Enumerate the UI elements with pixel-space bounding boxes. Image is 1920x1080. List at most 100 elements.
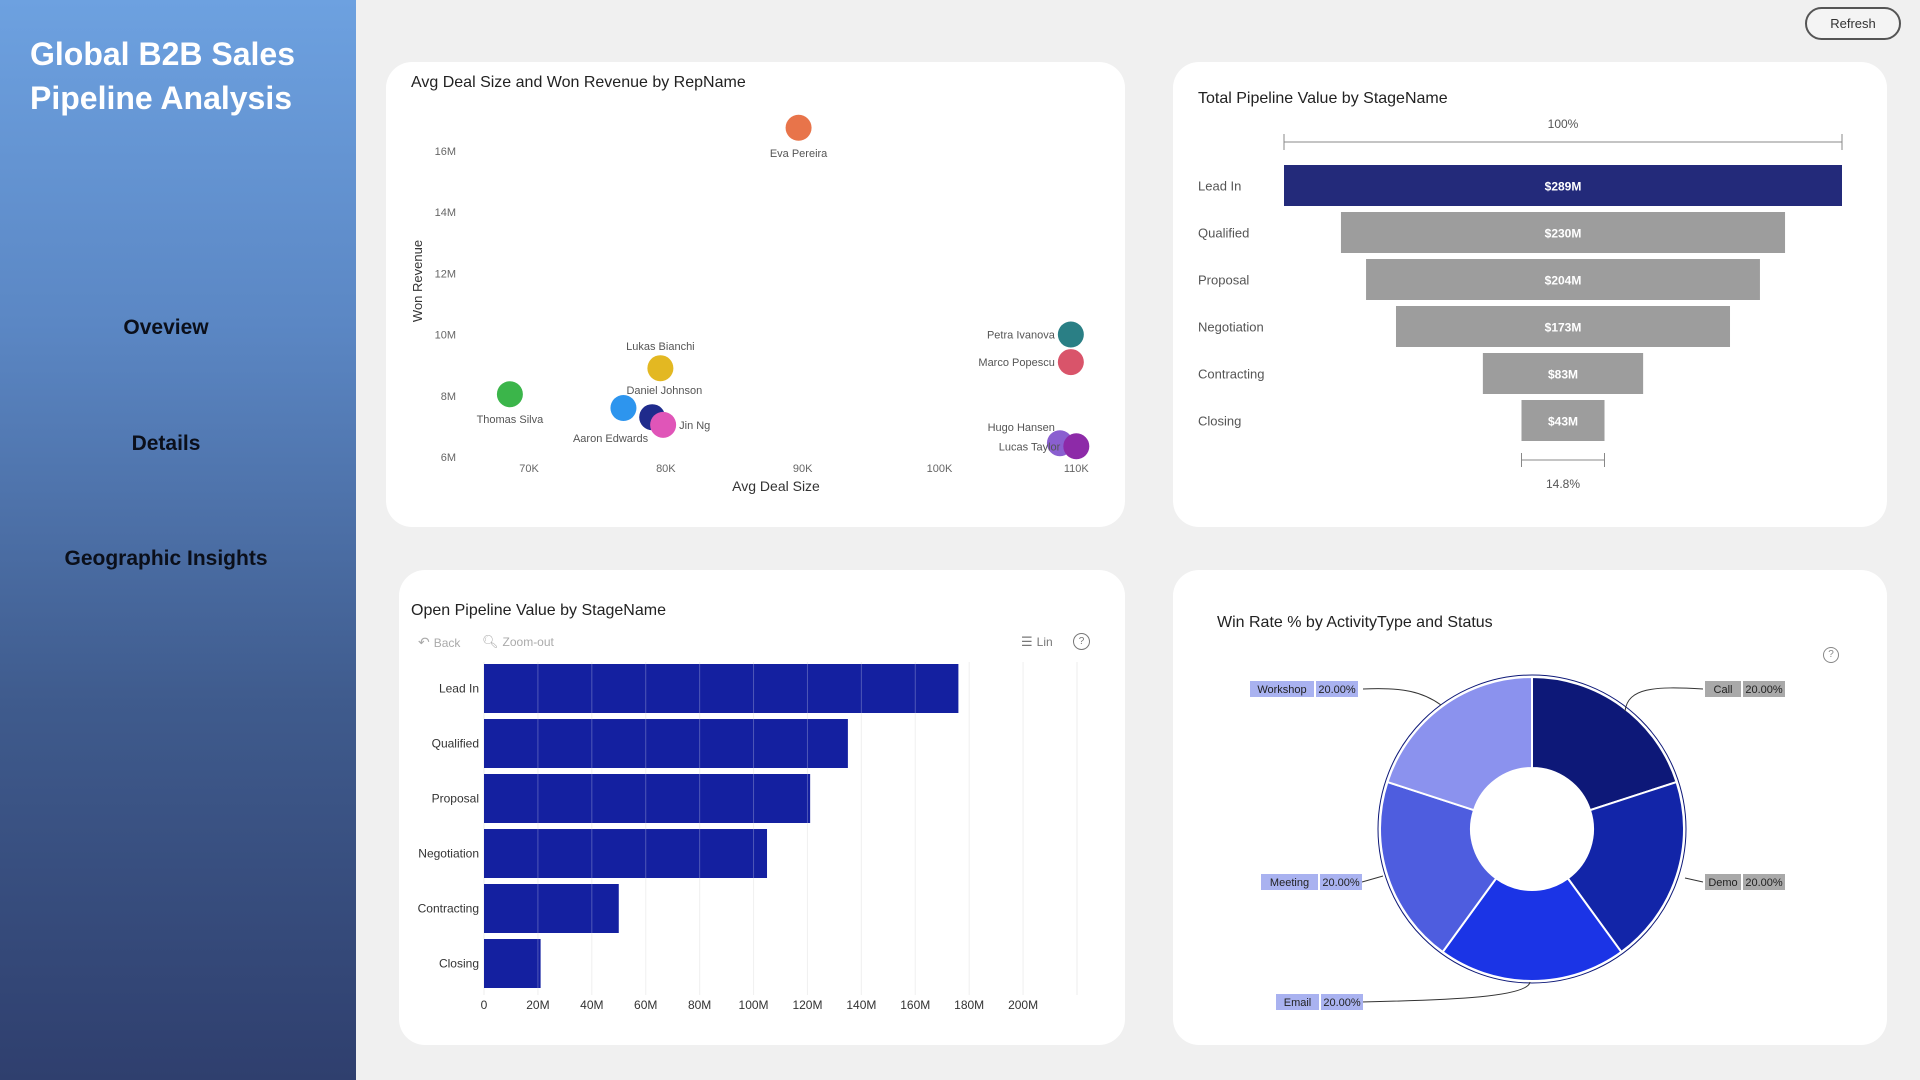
scatter-y-tick: 16M xyxy=(435,146,456,158)
funnel-category: Contracting xyxy=(1198,367,1264,382)
donut-slice xyxy=(1386,675,1533,812)
donut-label-value: 20.00% xyxy=(1323,997,1361,1009)
zoom-out-button[interactable]: 🔍︎ Zoom-out xyxy=(482,634,554,650)
list-icon: ☰ xyxy=(1021,634,1033,649)
donut-label-value-bg xyxy=(1743,874,1785,890)
hbar-category: Closing xyxy=(439,957,479,971)
funnel-bar xyxy=(1284,165,1842,206)
scatter-point xyxy=(1063,433,1090,460)
donut-label-name: Email xyxy=(1284,997,1312,1009)
donut-label-name-bg xyxy=(1705,681,1741,697)
donut-slice xyxy=(1441,876,1623,982)
scatter-point xyxy=(1057,321,1084,348)
scatter-y-tick: 12M xyxy=(435,268,456,280)
funnel-bar-label: $173M xyxy=(1545,321,1582,335)
funnel-category: Proposal xyxy=(1198,273,1249,288)
scatter-point-label: Hugo Hansen xyxy=(988,422,1055,434)
donut-outline xyxy=(1377,674,1687,984)
donut-label-name: Meeting xyxy=(1270,877,1309,889)
scatter-point xyxy=(1057,349,1084,376)
scatter-x-tick: 90K xyxy=(793,463,813,475)
donut-label-value-bg xyxy=(1743,681,1785,697)
scale-toggle[interactable]: ☰ Lin xyxy=(1021,634,1053,650)
donut-label-value-bg xyxy=(1316,681,1358,697)
funnel-top-label: 100% xyxy=(1548,117,1579,131)
donut-slice xyxy=(1379,780,1498,954)
scatter-point-label: Marco Popescu xyxy=(978,357,1054,369)
donut-leader-line xyxy=(1361,875,1384,883)
hbar-x-tick: 0 xyxy=(481,998,488,1012)
scatter-title: Avg Deal Size and Won Revenue by RepName xyxy=(411,74,746,91)
donut-help-icon[interactable]: ? xyxy=(1823,647,1839,663)
hbar-x-tick: 160M xyxy=(900,998,930,1012)
hbar-bar xyxy=(484,774,811,823)
donut-title: Win Rate % by ActivityType and Status xyxy=(1217,614,1493,631)
donut-slice xyxy=(1531,675,1678,812)
scatter-y-tick: 10M xyxy=(435,330,456,342)
donut-label-value-bg xyxy=(1320,874,1362,890)
donut-label-name-bg xyxy=(1250,681,1314,697)
hbar-x-tick: 80M xyxy=(688,998,711,1012)
scatter-point xyxy=(496,381,523,408)
hbar-x-tick: 140M xyxy=(846,998,876,1012)
scatter-y-label: Won Revenue xyxy=(410,240,425,322)
scatter-point-label: Lucas Taylor xyxy=(999,441,1061,453)
funnel-bar xyxy=(1395,306,1731,347)
sidebar: Global B2B Sales Pipeline Analysis Ovevi… xyxy=(0,0,356,1080)
funnel-bar xyxy=(1340,212,1786,253)
hbar-x-tick: 200M xyxy=(1008,998,1038,1012)
funnel-bar xyxy=(1366,259,1760,300)
funnel-bar-label: $43M xyxy=(1548,415,1578,429)
nav-item-overview[interactable]: Oveview xyxy=(123,316,209,339)
scatter-x-tick: 80K xyxy=(656,463,676,475)
funnel-chart: 100% $289M Lead In $230M Qualified $204M Propo… xyxy=(1198,117,1843,491)
funnel-bar-label: $204M xyxy=(1545,274,1582,288)
refresh-button[interactable]: Refresh xyxy=(1805,7,1901,40)
hbar-bar xyxy=(484,829,768,878)
hbar-x-tick: 40M xyxy=(580,998,603,1012)
funnel-bar xyxy=(1482,353,1644,394)
donut-label-value-bg xyxy=(1321,994,1363,1010)
hbar-bar xyxy=(484,664,959,713)
nav-item-geographic-insights[interactable]: Geographic Insights xyxy=(64,547,268,570)
hbar-x-tick: 20M xyxy=(526,998,549,1012)
funnel-category: Negotiation xyxy=(1198,320,1264,335)
funnel-bar-label: $289M xyxy=(1545,180,1582,194)
funnel-bar-label: $230M xyxy=(1545,227,1582,241)
back-button[interactable]: ↶ Back xyxy=(418,634,460,651)
donut-slice xyxy=(1566,780,1685,954)
scatter-point xyxy=(650,411,677,438)
donut-label-value: 20.00% xyxy=(1318,684,1356,696)
hbar-card: Open Pipeline Value by StageName Lead In… xyxy=(399,570,1125,1045)
hbar-category: Lead In xyxy=(439,682,479,696)
funnel-bar xyxy=(1521,400,1605,441)
hbar-x-tick: 60M xyxy=(634,998,657,1012)
scatter-point-label: Aaron Edwards xyxy=(573,433,649,445)
hbar-category: Negotiation xyxy=(418,847,479,861)
scale-label: Lin xyxy=(1036,635,1053,649)
hbar-x-tick: 120M xyxy=(792,998,822,1012)
donut-chart: Call 20.00% Demo 20.00% Email 20.00% Meeting 20… xyxy=(1250,674,1785,1010)
funnel-bottom-label: 14.8% xyxy=(1546,477,1580,491)
donut-leader-line xyxy=(1684,877,1704,883)
scatter-point xyxy=(647,355,674,382)
hbar-category: Qualified xyxy=(432,737,479,751)
funnel-category: Qualified xyxy=(1198,226,1249,241)
magnifier-icon: 🔍︎ xyxy=(482,634,499,649)
zoom-out-label: Zoom-out xyxy=(502,635,554,649)
scatter-card: Avg Deal Size and Won Revenue by RepName… xyxy=(386,62,1125,527)
funnel-card: Total Pipeline Value by StageName 100% $2… xyxy=(1173,62,1887,527)
help-icon[interactable]: ? xyxy=(1073,633,1090,650)
hbar-x-tick: 100M xyxy=(739,998,769,1012)
nav-item-details[interactable]: Details xyxy=(131,432,201,455)
scatter-point-label: Thomas Silva xyxy=(477,414,545,426)
scatter-point-label: Jin Ng xyxy=(679,420,710,432)
hbar-x-tick: 180M xyxy=(954,998,984,1012)
scatter-x-tick: 110K xyxy=(1064,463,1090,475)
hbar-bar xyxy=(484,884,619,933)
app-title: Global B2B Sales Pipeline Analysis xyxy=(30,36,295,116)
scatter-y-tick: 14M xyxy=(435,207,456,219)
scatter-y-tick: 8M xyxy=(441,391,456,403)
scatter-x-tick: 100K xyxy=(927,463,953,475)
hbar-bar xyxy=(484,939,541,988)
